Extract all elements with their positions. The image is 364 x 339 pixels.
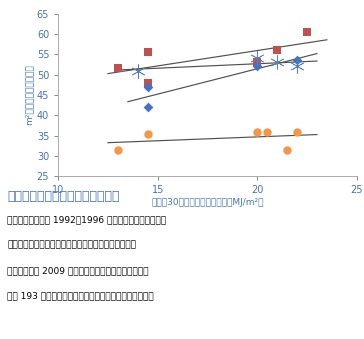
Point bbox=[145, 84, 151, 89]
Point bbox=[304, 29, 310, 35]
Point bbox=[254, 64, 260, 69]
Point bbox=[115, 147, 121, 153]
Text: 図２．出穂前日射量と籾数の関係: 図２．出穂前日射量と籾数の関係 bbox=[7, 190, 120, 203]
Point bbox=[254, 60, 260, 65]
Point bbox=[145, 80, 151, 85]
Point bbox=[135, 68, 141, 73]
Point bbox=[274, 60, 280, 65]
Point bbox=[254, 56, 260, 61]
X-axis label: 出穂前30日平均日積算日射量（MJ/m²）: 出穂前30日平均日積算日射量（MJ/m²） bbox=[151, 198, 264, 207]
Point bbox=[284, 147, 290, 153]
Text: 寺市）で行われた試験（タカナリ、ミズホチカラ、日: 寺市）で行われた試験（タカナリ、ミズホチカラ、日 bbox=[7, 241, 136, 250]
Text: 北陸 193 号）の結果を加えて作成。凡例は図３と同じ。: 北陸 193 号）の結果を加えて作成。凡例は図３と同じ。 bbox=[7, 292, 154, 301]
Point bbox=[294, 58, 300, 63]
Point bbox=[254, 129, 260, 134]
Point bbox=[145, 131, 151, 136]
Text: 本晴）および 2009 年現地圃場試験（広島県三原市・: 本晴）および 2009 年現地圃場試験（広島県三原市・ bbox=[7, 266, 149, 275]
Point bbox=[145, 104, 151, 110]
Point bbox=[294, 64, 300, 69]
Point bbox=[274, 47, 280, 53]
Point bbox=[145, 49, 151, 55]
Point bbox=[115, 66, 121, 71]
Point bbox=[264, 129, 270, 134]
Y-axis label: m²当たり籾数（千粒）: m²当たり籾数（千粒） bbox=[25, 64, 34, 125]
Text: 表１のデータに 1992～1996 年四国農試（香川県善通: 表１のデータに 1992～1996 年四国農試（香川県善通 bbox=[7, 215, 166, 224]
Point bbox=[294, 129, 300, 134]
